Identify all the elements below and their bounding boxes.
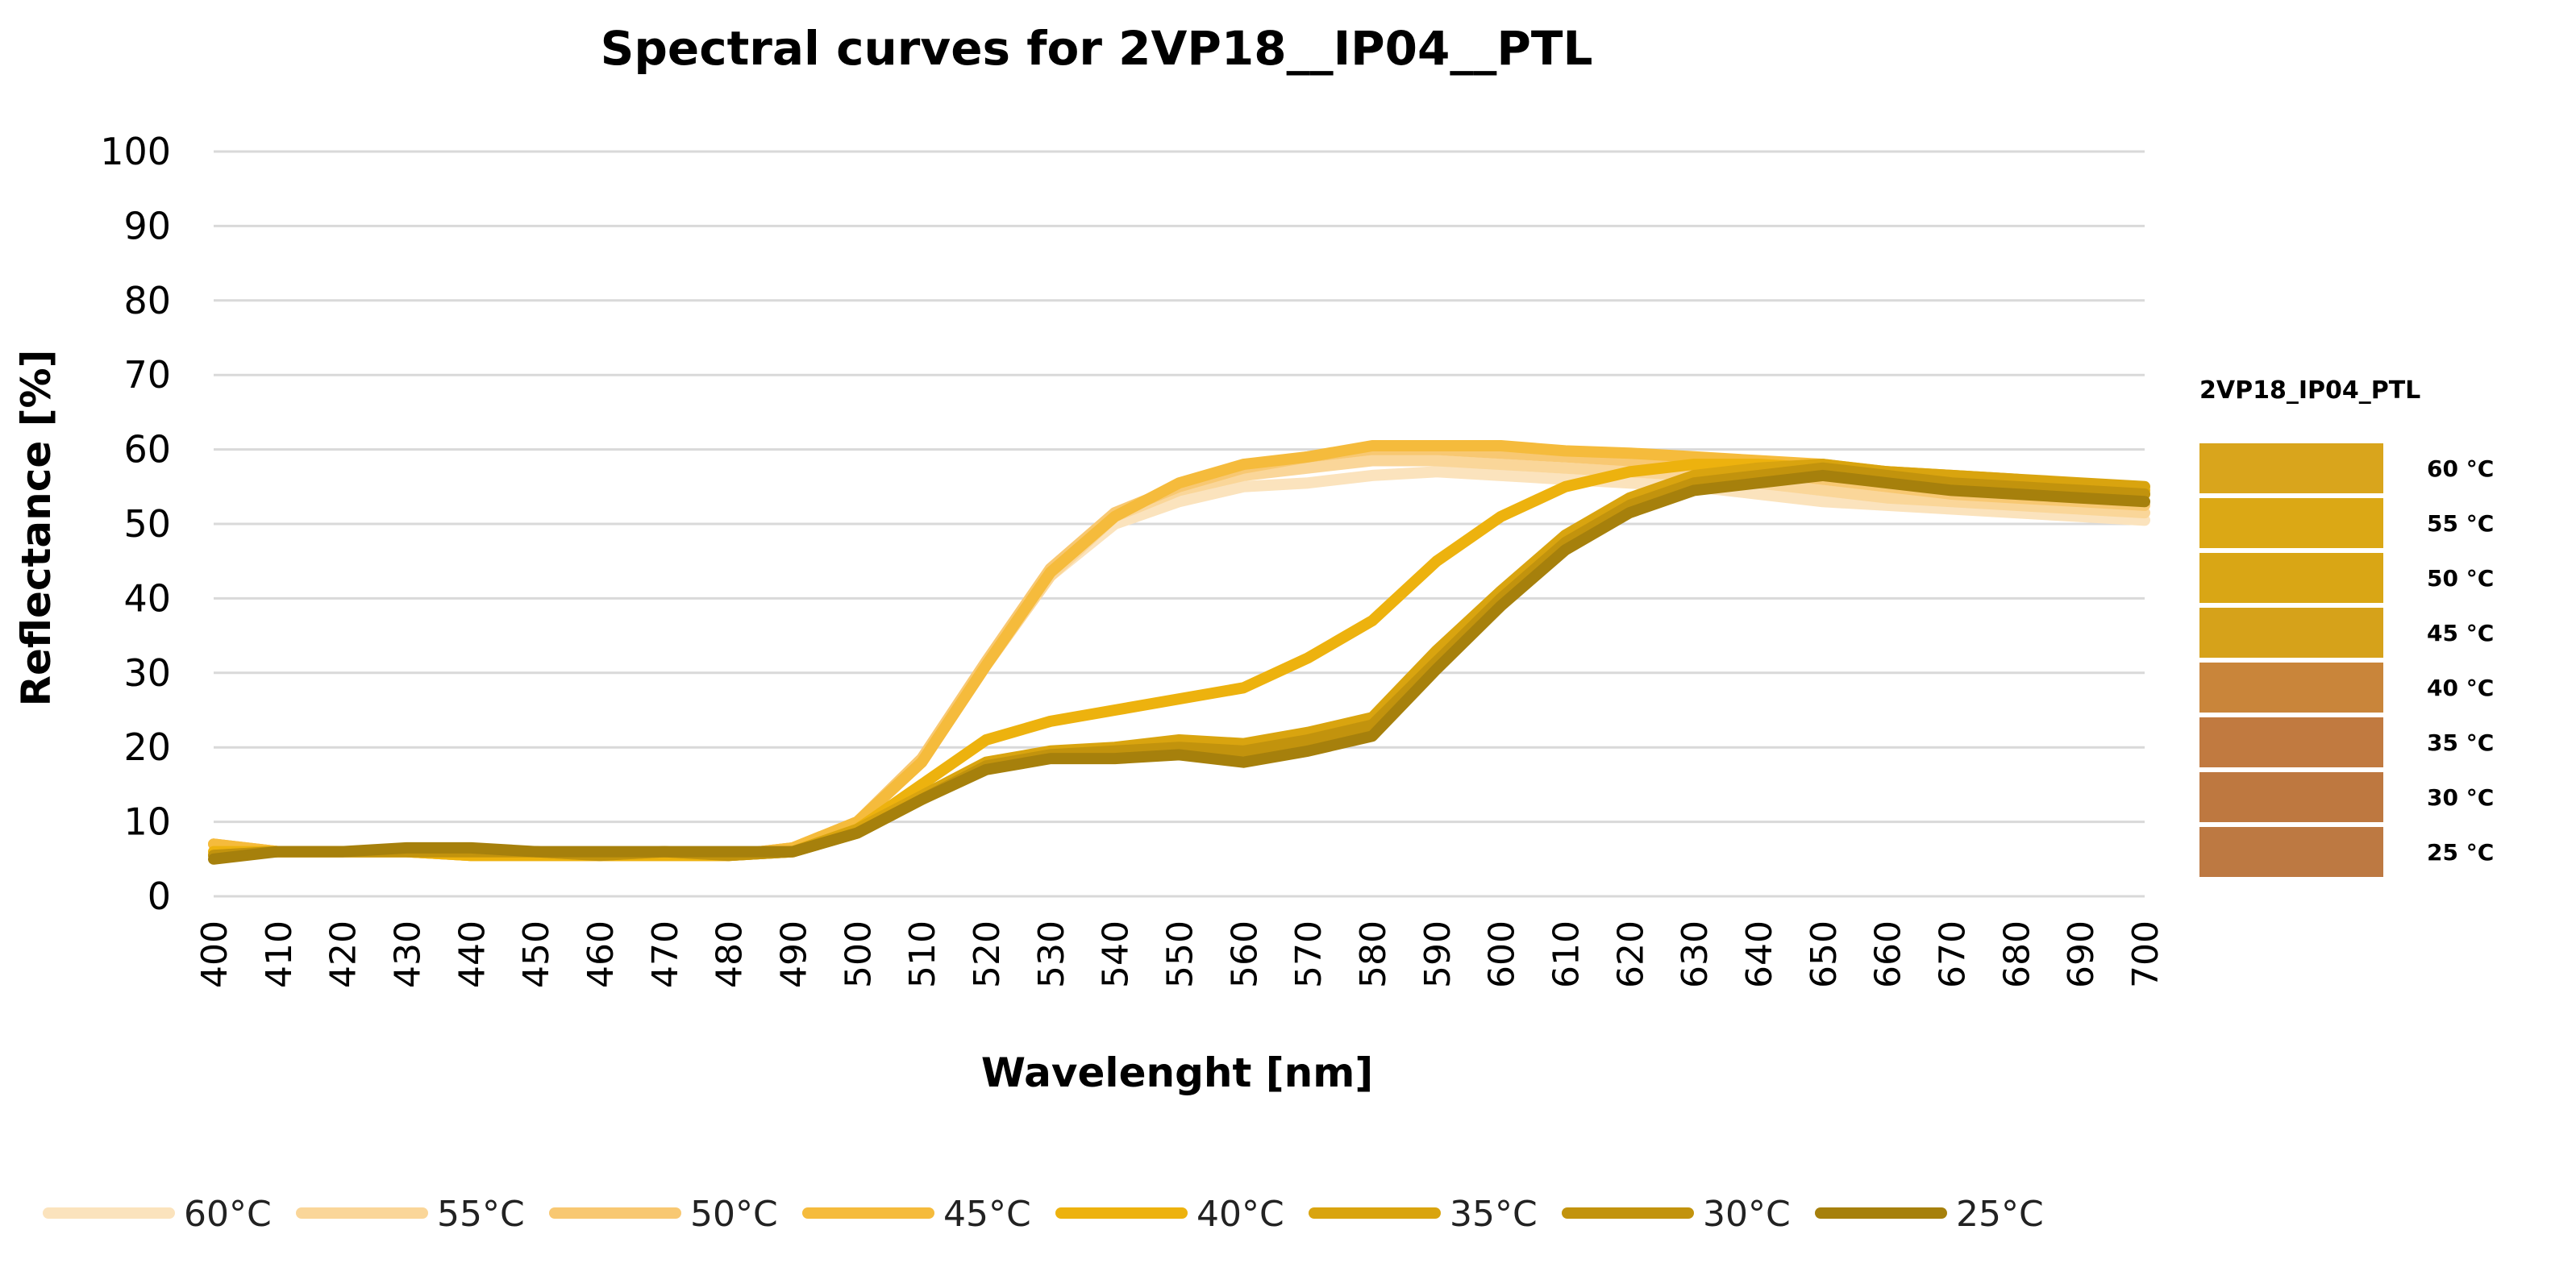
legend-label: 40°C [1196, 1194, 1284, 1235]
x-tick-label: 490 [774, 920, 815, 988]
y-tick-label: 20 [123, 725, 171, 769]
temperature-swatch-label: 30 °C [2427, 784, 2494, 811]
x-tick-label: 400 [194, 920, 235, 988]
temperature-swatch-label: 35 °C [2427, 729, 2494, 756]
temperature-swatch [2199, 663, 2383, 713]
series-line-55c [208, 455, 2150, 862]
x-axis-title: Wavelenght [nm] [981, 1049, 1373, 1096]
x-tick-label: 560 [1224, 920, 1265, 988]
y-tick-label: 10 [123, 800, 171, 844]
gridlines [214, 150, 2145, 898]
swatch-legend-title: 2VP18_IP04_PTL [2199, 376, 2420, 405]
temperature-swatch [2199, 608, 2383, 658]
legend-label: 35°C [1450, 1194, 1538, 1235]
y-tick-label: 70 [123, 353, 171, 397]
temperature-swatch-label: 25 °C [2427, 839, 2494, 866]
temperature-swatch-label: 55 °C [2427, 510, 2494, 537]
y-tick-label: 30 [123, 651, 171, 695]
temperature-swatch-label: 50 °C [2427, 565, 2494, 592]
x-tick-label: 570 [1288, 920, 1330, 988]
x-tick-label: 550 [1160, 920, 1201, 988]
series-lines [208, 440, 2150, 865]
x-tick-label: 430 [388, 920, 429, 988]
x-tick-label: 610 [1546, 920, 1588, 988]
legend-label: 30°C [1703, 1194, 1791, 1235]
legend-label: 25°C [1956, 1194, 2044, 1235]
temperature-swatch [2199, 553, 2383, 603]
x-tick-label: 510 [902, 920, 943, 988]
x-tick-label: 700 [2125, 920, 2166, 988]
x-tick-label: 450 [516, 920, 557, 988]
temperature-swatch-legend: 2VP18_IP04_PTL 60 °C 55 °C 50 °C 45 °C 40 °C… [2199, 376, 2494, 877]
y-tick-label: 100 [100, 130, 171, 173]
y-tick-label: 90 [123, 204, 171, 247]
x-tick-label: 600 [1482, 920, 1523, 988]
x-tick-label: 620 [1610, 920, 1651, 988]
y-axis-title: Reflectance [%] [13, 349, 60, 706]
series-line-25c [208, 469, 2150, 865]
x-tick-label: 410 [259, 920, 300, 988]
x-tick-label: 520 [967, 920, 1008, 988]
legend-label: 45°C [943, 1194, 1031, 1235]
x-tick-label: 580 [1353, 920, 1394, 988]
temperature-swatch [2199, 827, 2383, 877]
x-tick-label: 690 [2061, 920, 2102, 988]
temperature-swatch-label: 40 °C [2427, 675, 2494, 701]
legend-label: 60°C [184, 1194, 272, 1235]
series-line-50c [208, 443, 2150, 862]
x-tick-label: 530 [1031, 920, 1072, 988]
x-tick-label: 630 [1675, 920, 1716, 988]
x-tick-label: 440 [452, 920, 493, 988]
y-tick-label: 50 [123, 502, 171, 546]
series-legend: 60°C 55°C 50°C 45°C 40°C 35°C 30°C 25°C [43, 1194, 2044, 1235]
x-tick-label: 590 [1417, 920, 1459, 988]
legend-label: 50°C [690, 1194, 778, 1235]
y-tick-label: 60 [123, 428, 171, 472]
legend-label: 55°C [437, 1194, 525, 1235]
x-tick-label: 500 [838, 920, 879, 988]
x-tick-label: 540 [1096, 920, 1137, 988]
x-tick-label: 670 [1933, 920, 1974, 988]
temperature-swatch [2199, 772, 2383, 822]
temperature-swatch-label: 45 °C [2427, 620, 2494, 646]
x-tick-label: 660 [1868, 920, 1909, 988]
y-tick-label: 0 [148, 875, 171, 918]
temperature-swatch [2199, 498, 2383, 548]
y-axis-ticks: 0 10 20 30 40 50 60 70 80 90 100 [100, 130, 171, 918]
y-tick-label: 40 [123, 576, 171, 620]
x-tick-label: 680 [1996, 920, 2037, 988]
y-tick-label: 80 [123, 279, 171, 322]
temperature-swatch-label: 60 °C [2427, 455, 2494, 482]
x-tick-label: 640 [1739, 920, 1780, 988]
x-tick-label: 480 [710, 920, 751, 988]
x-axis-ticks: 400 410 420 430 440 450 460 470 480 490 500 510 520 5… [194, 920, 2166, 988]
temperature-swatch [2199, 717, 2383, 767]
series-line-60c [208, 466, 2150, 862]
x-tick-label: 650 [1804, 920, 1845, 988]
chart-title: Spectral curves for 2VP18__IP04__PTL [601, 21, 1593, 76]
temperature-swatch [2199, 443, 2383, 493]
x-tick-label: 420 [323, 920, 364, 988]
x-tick-label: 460 [581, 920, 622, 988]
x-tick-label: 470 [645, 920, 686, 988]
series-line-30c [208, 462, 2150, 862]
